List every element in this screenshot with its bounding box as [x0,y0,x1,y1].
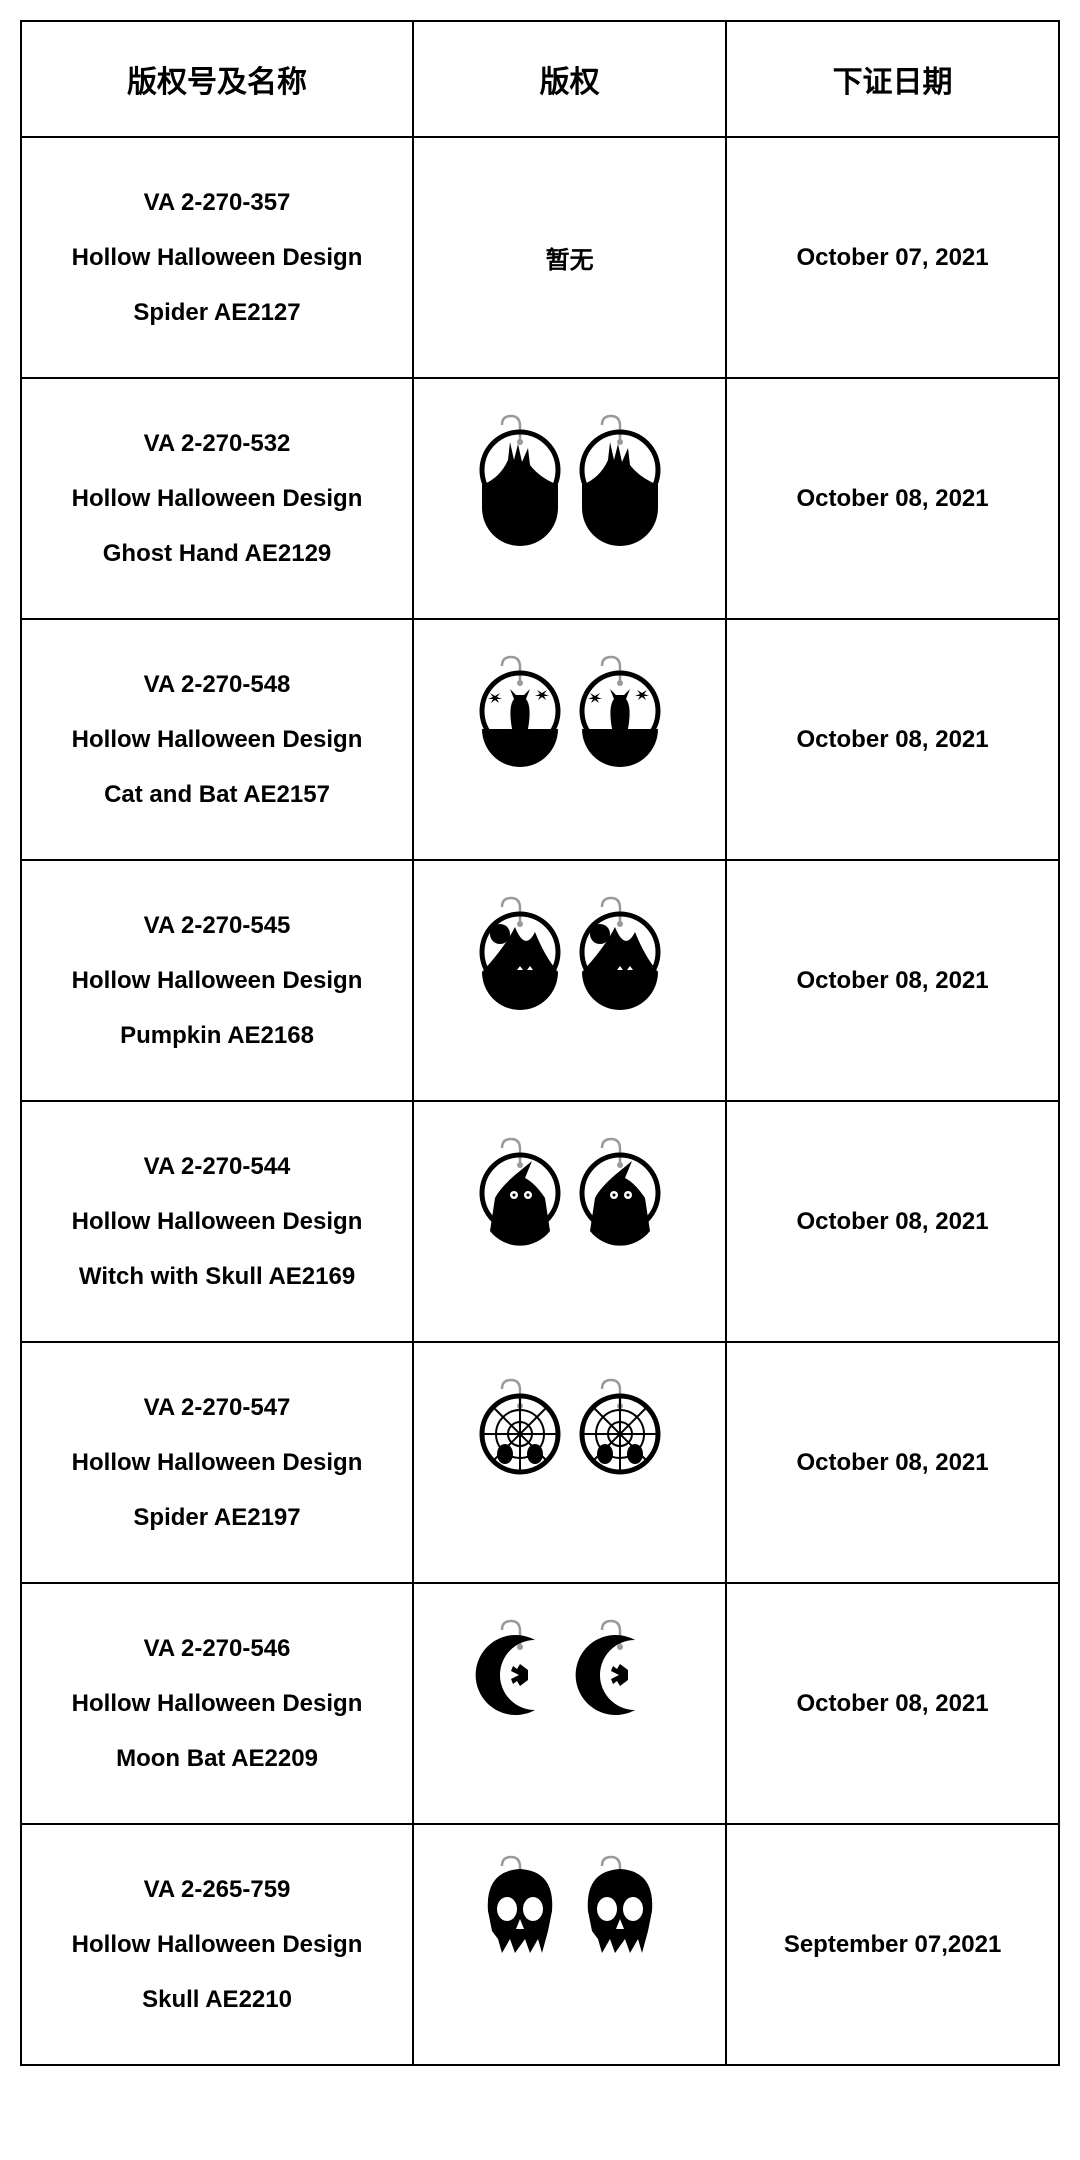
table-row: VA 2-270-546 Hollow Halloween Design Moo… [21,1583,1059,1824]
name-cell: VA 2-270-547 Hollow Halloween Design Spi… [21,1342,413,1583]
name-cell: VA 2-270-532 Hollow Halloween Design Gho… [21,378,413,619]
design-line: Hollow Halloween Design [30,1194,404,1249]
image-cell: 暂无 [413,137,726,378]
earring-pumpkin-icon [470,1046,670,1073]
earring-catbat-icon [470,805,670,832]
copyright-code: VA 2-270-357 [30,175,404,230]
copyright-table: 版权号及名称 版权 下证日期 VA 2-270-357 Hollow Hallo… [20,20,1060,2066]
earring-witch-icon [470,1287,670,1314]
earring-spiderweb-icon [470,1528,670,1555]
earring-skull-icon [470,2010,670,2037]
date-cell: October 08, 2021 [726,1342,1059,1583]
table-row: VA 2-270-357 Hollow Halloween Design Spi… [21,137,1059,378]
design-name: Spider AE2127 [30,285,404,340]
copyright-code: VA 2-270-548 [30,657,404,712]
header-name: 版权号及名称 [21,21,413,137]
image-cell [413,1583,726,1824]
name-cell: VA 2-270-548 Hollow Halloween Design Cat… [21,619,413,860]
table-row: VA 2-265-759 Hollow Halloween Design Sku… [21,1824,1059,2065]
design-name: Ghost Hand AE2129 [30,526,404,581]
no-image-text: 暂无 [546,247,594,274]
header-date: 下证日期 [726,21,1059,137]
copyright-code: VA 2-270-544 [30,1139,404,1194]
copyright-code: VA 2-265-759 [30,1862,404,1917]
copyright-code: VA 2-270-532 [30,416,404,471]
design-line: Hollow Halloween Design [30,953,404,1008]
image-cell [413,1101,726,1342]
header-image: 版权 [413,21,726,137]
image-cell [413,619,726,860]
design-name: Witch with Skull AE2169 [30,1249,404,1304]
copyright-code: VA 2-270-545 [30,898,404,953]
name-cell: VA 2-265-759 Hollow Halloween Design Sku… [21,1824,413,2065]
table-row: VA 2-270-545 Hollow Halloween Design Pum… [21,860,1059,1101]
name-cell: VA 2-270-357 Hollow Halloween Design Spi… [21,137,413,378]
design-line: Hollow Halloween Design [30,712,404,767]
table-row: VA 2-270-544 Hollow Halloween Design Wit… [21,1101,1059,1342]
date-cell: October 08, 2021 [726,860,1059,1101]
name-cell: VA 2-270-546 Hollow Halloween Design Moo… [21,1583,413,1824]
date-cell: October 07, 2021 [726,137,1059,378]
design-name: Moon Bat AE2209 [30,1731,404,1786]
date-cell: September 07,2021 [726,1824,1059,2065]
design-line: Hollow Halloween Design [30,471,404,526]
date-cell: October 08, 2021 [726,378,1059,619]
design-name: Cat and Bat AE2157 [30,767,404,822]
name-cell: VA 2-270-545 Hollow Halloween Design Pum… [21,860,413,1101]
earring-moonbat-icon [470,1769,670,1796]
earring-ghosthand-icon [470,564,670,591]
header-row: 版权号及名称 版权 下证日期 [21,21,1059,137]
copyright-code: VA 2-270-546 [30,1621,404,1676]
table-row: VA 2-270-548 Hollow Halloween Design Cat… [21,619,1059,860]
date-cell: October 08, 2021 [726,619,1059,860]
design-line: Hollow Halloween Design [30,230,404,285]
design-line: Hollow Halloween Design [30,1435,404,1490]
name-cell: VA 2-270-544 Hollow Halloween Design Wit… [21,1101,413,1342]
table-row: VA 2-270-547 Hollow Halloween Design Spi… [21,1342,1059,1583]
design-name: Pumpkin AE2168 [30,1008,404,1063]
date-cell: October 08, 2021 [726,1583,1059,1824]
image-cell [413,1342,726,1583]
design-line: Hollow Halloween Design [30,1917,404,1972]
date-cell: October 08, 2021 [726,1101,1059,1342]
copyright-code: VA 2-270-547 [30,1380,404,1435]
design-line: Hollow Halloween Design [30,1676,404,1731]
table-row: VA 2-270-532 Hollow Halloween Design Gho… [21,378,1059,619]
image-cell [413,860,726,1101]
design-name: Spider AE2197 [30,1490,404,1545]
image-cell [413,378,726,619]
design-name: Skull AE2210 [30,1972,404,2027]
image-cell [413,1824,726,2065]
